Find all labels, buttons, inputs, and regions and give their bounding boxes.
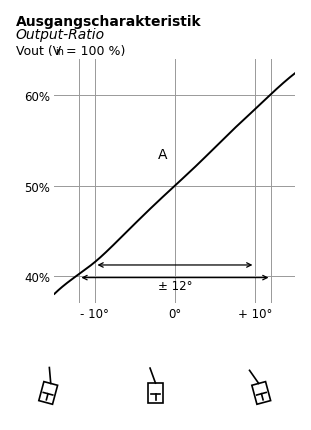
Text: ± 12°: ± 12° (158, 280, 192, 292)
Text: Ausgangscharakteristik: Ausgangscharakteristik (16, 15, 201, 29)
Text: in: in (55, 47, 64, 57)
Text: Output-Ratio: Output-Ratio (16, 28, 105, 42)
Text: A: A (158, 147, 168, 162)
Text: = 100 %): = 100 %) (62, 45, 126, 58)
Text: Vout (V: Vout (V (16, 45, 61, 58)
